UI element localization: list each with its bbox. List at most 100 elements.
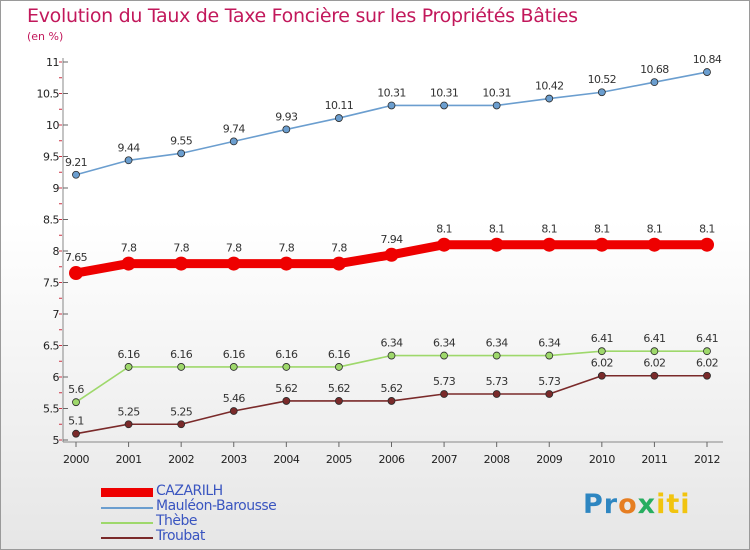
data-label: 5.1 [68, 415, 84, 428]
x-tick-label: 2000 [63, 453, 89, 466]
legend-swatch [101, 507, 153, 509]
data-label: 7.94 [380, 233, 403, 246]
data-point [650, 347, 659, 356]
data-point [177, 363, 186, 371]
data-point [121, 256, 136, 271]
x-tick-label: 2004 [273, 453, 299, 466]
data-label: 7.8 [226, 242, 242, 255]
data-label: 5.62 [380, 382, 402, 395]
y-tick-label: 9 [53, 182, 60, 195]
data-label: 7.8 [278, 242, 294, 255]
data-point [335, 397, 343, 405]
data-label: 10.31 [430, 86, 459, 99]
data-point [542, 237, 557, 252]
x-tick-label: 2010 [589, 453, 615, 466]
x-tick-label: 2006 [379, 453, 405, 466]
data-label: 9.21 [65, 156, 87, 169]
y-tick-label: 7.5 [43, 277, 59, 290]
y-tick-label: 11 [46, 56, 59, 69]
data-point [72, 398, 80, 407]
data-label: 6.41 [591, 332, 613, 345]
data-point [597, 347, 606, 356]
data-label: 6.16 [118, 348, 141, 361]
chart-unit-label: (en %) [27, 30, 64, 43]
data-point [703, 68, 711, 76]
legend-item: CAZARILH [101, 483, 361, 500]
data-label: 9.74 [223, 122, 246, 135]
data-point [229, 407, 238, 415]
data-point [72, 429, 80, 438]
legend-swatch [101, 522, 153, 524]
legend-item: Mauléon-Barousse [101, 498, 361, 515]
proxiti-logo: Proxiti [583, 489, 691, 520]
data-point [545, 390, 554, 398]
y-tick-label: 9.5 [43, 151, 59, 164]
logo-part-2: o [618, 489, 638, 520]
data-point [387, 101, 396, 110]
data-label: 9.44 [118, 141, 141, 154]
data-point [650, 371, 659, 380]
data-label: 6.34 [486, 337, 509, 350]
data-label: 6.02 [696, 357, 718, 370]
data-point [226, 256, 241, 271]
data-label: 9.93 [275, 110, 298, 123]
data-point [387, 351, 396, 360]
data-label: 5.46 [223, 392, 246, 405]
data-point [124, 363, 133, 371]
data-label: 5.62 [328, 382, 350, 395]
data-label: 5.6 [68, 383, 84, 396]
data-point [545, 94, 554, 103]
legend-label: Troubat [156, 528, 205, 544]
y-tick-label: 8.5 [43, 214, 59, 227]
data-point [700, 237, 714, 252]
data-point [437, 237, 452, 252]
data-point [387, 397, 396, 405]
x-tick-label: 2009 [536, 453, 562, 466]
legend-label: Mauléon-Barousse [156, 498, 277, 514]
data-label: 10.84 [693, 53, 722, 66]
y-tick-label: 6 [53, 371, 60, 384]
data-label: 8.1 [489, 223, 505, 236]
data-label: 6.41 [696, 332, 718, 345]
y-tick-label: 6.5 [43, 340, 59, 353]
data-label: 8.1 [699, 223, 715, 236]
data-label: 10.11 [325, 99, 354, 112]
logo-part-4: iti [656, 489, 691, 520]
data-label: 6.16 [328, 348, 351, 361]
data-point [597, 371, 606, 380]
data-point [177, 149, 186, 158]
data-point [282, 363, 291, 371]
data-label: 5.73 [486, 375, 509, 388]
data-label: 6.41 [643, 332, 665, 345]
data-point [597, 88, 606, 97]
data-point [177, 420, 186, 429]
data-point [331, 256, 346, 271]
data-label: 7.8 [331, 242, 347, 255]
x-tick-label: 2001 [116, 453, 142, 466]
data-point [335, 114, 343, 122]
y-tick-label: 7 [53, 308, 60, 321]
data-point [492, 101, 501, 110]
x-tick-label: 2002 [168, 453, 194, 466]
x-tick-label: 2011 [641, 453, 667, 466]
data-label: 10.31 [482, 86, 511, 99]
data-point [124, 156, 133, 165]
data-point [335, 363, 343, 371]
data-point [72, 170, 80, 179]
data-label: 7.8 [173, 242, 189, 255]
data-label: 5.25 [170, 405, 193, 418]
y-tick-label: 5.5 [43, 403, 59, 416]
data-label: 6.34 [433, 337, 456, 350]
data-label: 5.25 [118, 405, 141, 418]
x-tick-label: 2005 [326, 453, 352, 466]
data-point [703, 371, 711, 380]
data-label: 8.1 [594, 223, 610, 236]
data-point [282, 125, 291, 134]
data-label: 6.16 [275, 348, 298, 361]
data-point [545, 351, 554, 360]
legend-swatch [101, 488, 153, 497]
data-label: 6.16 [170, 348, 193, 361]
x-tick-label: 2008 [484, 453, 510, 466]
data-label: 6.02 [591, 357, 613, 370]
